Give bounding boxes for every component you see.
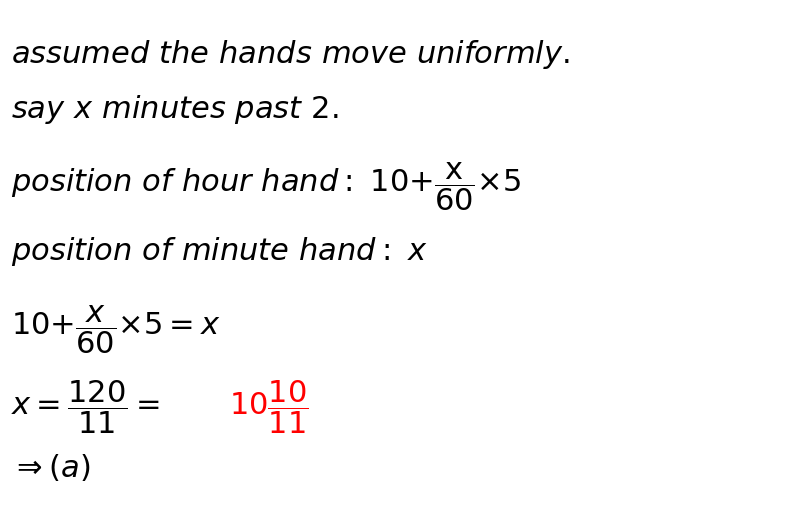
- Text: $x{=}\dfrac{120}{11}{=}$: $x{=}\dfrac{120}{11}{=}$: [10, 377, 159, 435]
- Text: $10{+}\dfrac{x}{60}{\times}5{=}x$: $10{+}\dfrac{x}{60}{\times}5{=}x$: [10, 302, 221, 355]
- Text: $\it{position\ of\ minute\ hand}\rm{:}\ \it{x}$: $\it{position\ of\ minute\ hand}\rm{:}\ …: [10, 235, 427, 268]
- Text: $\it{say\ x\ minutes\ past\ 2.}$: $\it{say\ x\ minutes\ past\ 2.}$: [10, 93, 338, 126]
- Text: $\it{assumed\ the\ hands\ move\ uniformly.}$: $\it{assumed\ the\ hands\ move\ uniforml…: [10, 38, 570, 71]
- Text: $10\dfrac{10}{11}$: $10\dfrac{10}{11}$: [229, 377, 309, 435]
- Text: $\it{position\ of\ hour\ hand}\rm{:}\ 10{+}\dfrac{x}{60}{\times}5$: $\it{position\ of\ hour\ hand}\rm{:}\ 10…: [10, 160, 521, 213]
- Text: $\Rightarrow\it{(a)}$: $\Rightarrow\it{(a)}$: [10, 452, 90, 483]
